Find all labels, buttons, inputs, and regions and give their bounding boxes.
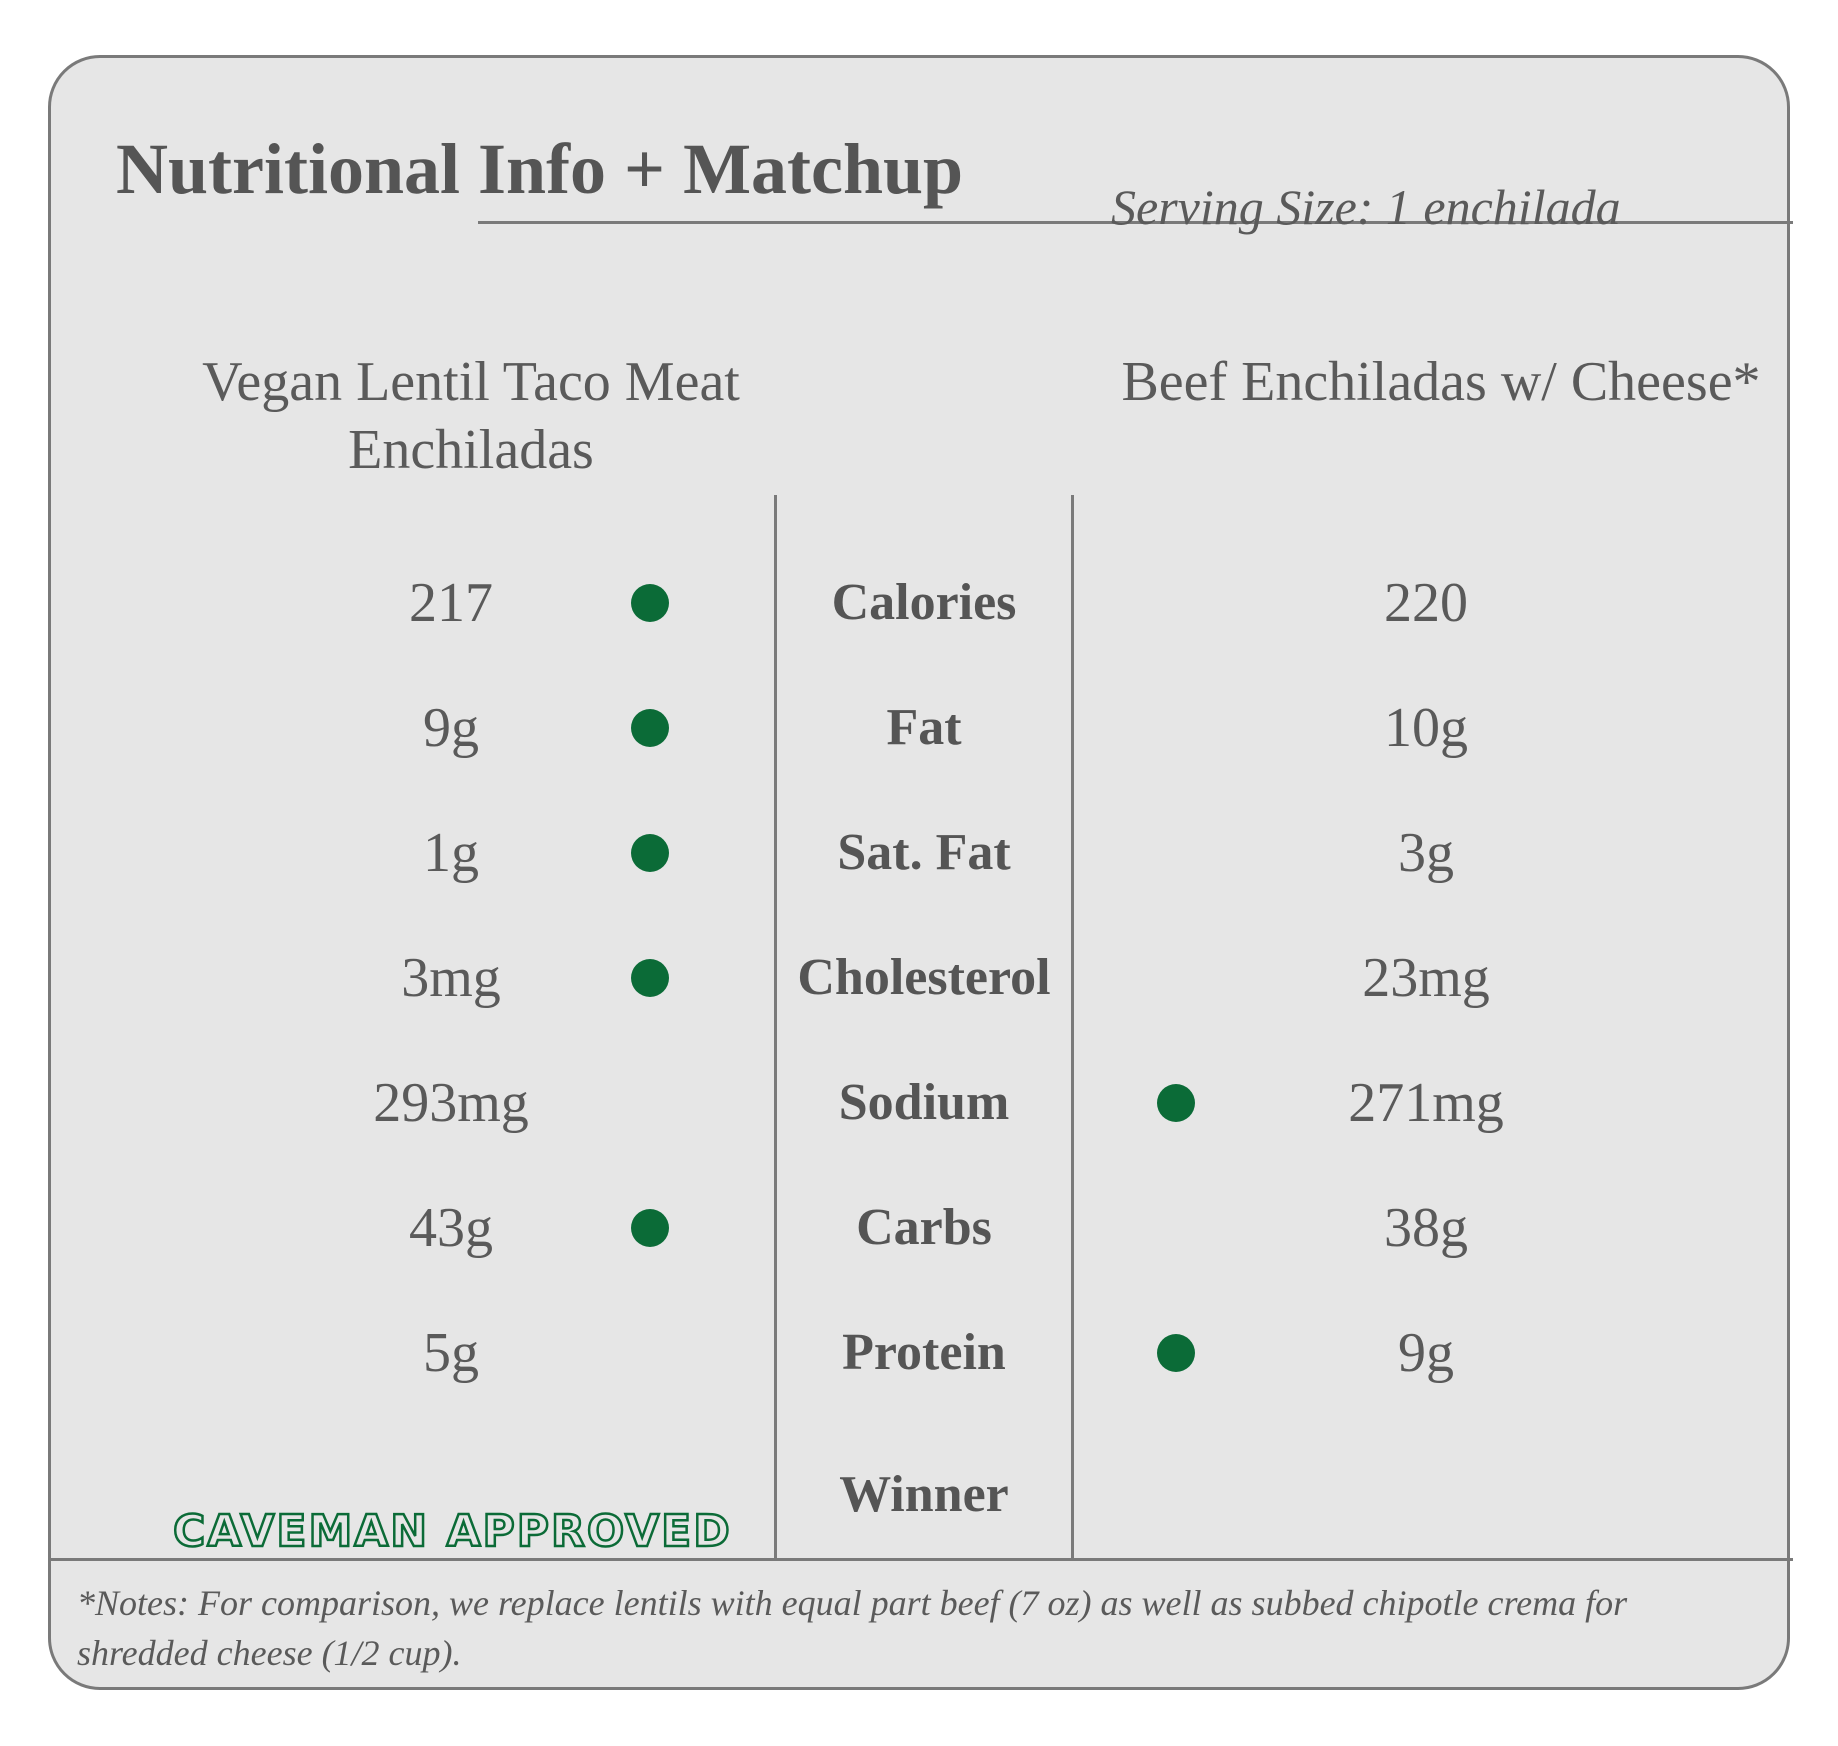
nutrition-card: Nutritional Info + Matchup Serving Size:… — [48, 55, 1793, 1690]
right-column-title: Beef Enchiladas w/ Cheese* — [1121, 351, 1761, 413]
nutrient-label: Cholesterol — [797, 949, 1051, 1006]
notes: *Notes: For comparison, we replace lenti… — [77, 1583, 1628, 1673]
left-value: 293mg — [373, 1072, 529, 1134]
winner-dot-left — [631, 709, 669, 747]
left-value: 3mg — [401, 947, 501, 1009]
right-column-divider — [1071, 495, 1074, 1558]
nutrient-label: Fat — [886, 699, 962, 756]
left-column-title: Vegan Lentil Taco Meat Enchiladas — [202, 351, 740, 481]
nutrient-label: Protein — [842, 1324, 1006, 1381]
page-title: Nutritional Info + Matchup — [116, 129, 964, 209]
right-value: 3g — [1398, 822, 1454, 884]
left-value: 1g — [423, 822, 479, 884]
right-value: 9g — [1398, 1322, 1454, 1384]
right-value: 220 — [1384, 572, 1468, 634]
winner-dot-left — [631, 1209, 669, 1247]
nutrient-label: Sat. Fat — [837, 824, 1011, 881]
winner-label: Winner — [839, 1466, 1009, 1523]
left-value: 5g — [423, 1322, 479, 1384]
nutrient-label: Carbs — [856, 1199, 992, 1256]
left-value: 217 — [409, 572, 493, 634]
title-divider — [478, 221, 1793, 224]
winner-dot-left — [631, 834, 669, 872]
right-value: 271mg — [1348, 1072, 1504, 1134]
winner-dot-right — [1157, 1084, 1195, 1122]
left-value: 9g — [423, 697, 479, 759]
serving-size: Serving Size: 1 enchilada — [1111, 179, 1621, 235]
right-value: 23mg — [1362, 947, 1490, 1009]
right-value: 38g — [1384, 1197, 1468, 1259]
winner-dot-right — [1157, 1334, 1195, 1372]
notes-divider — [51, 1558, 1793, 1561]
winner-dot-left — [631, 959, 669, 997]
right-value: 10g — [1384, 697, 1468, 759]
left-value: 43g — [409, 1197, 493, 1259]
nutrient-label: Calories — [831, 574, 1017, 631]
nutrient-label: Sodium — [838, 1074, 1010, 1131]
winner-dot-left — [631, 584, 669, 622]
left-column-divider — [774, 495, 777, 1558]
caveman-approved-badge: CAVEMAN APPROVED — [172, 1505, 732, 1559]
